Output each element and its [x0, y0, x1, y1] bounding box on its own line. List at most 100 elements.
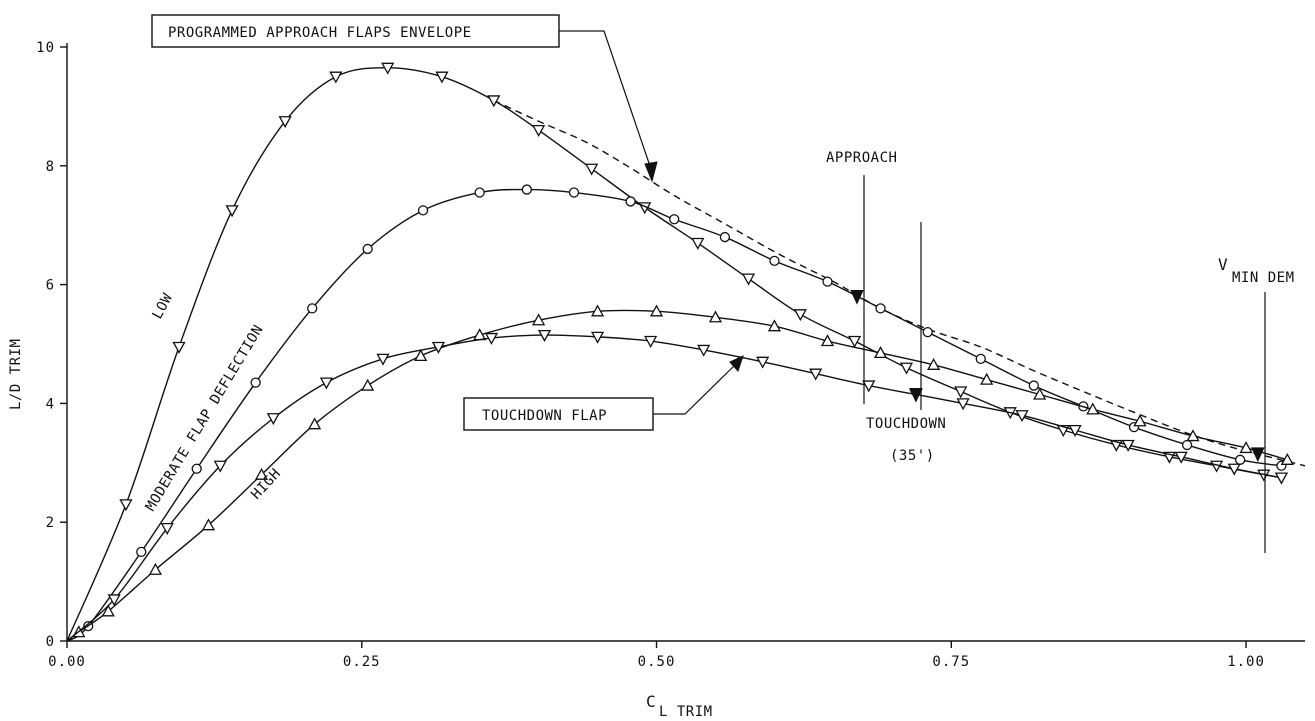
y-tick-label-3: 6 — [46, 278, 55, 294]
y-tick-label-2: 4 — [46, 396, 55, 412]
point-moderate-flap-deflection-16 — [875, 303, 886, 314]
point-high-4 — [201, 518, 216, 531]
condition-point-v — [1251, 447, 1265, 463]
point-touchdown-flap-13 — [756, 356, 770, 369]
point-high-6 — [308, 417, 322, 430]
touchdown-flap-box — [463, 397, 654, 431]
point-high-10 — [532, 313, 546, 326]
touchdown-flap-label: TOUCHDOWN FLAP — [482, 408, 607, 424]
point-moderate-flap-deflection-13 — [719, 231, 731, 243]
point-moderate-flap-deflection-14 — [769, 255, 780, 266]
point-moderate-flap-deflection-3 — [191, 463, 202, 474]
point-touchdown-flap-11 — [644, 335, 658, 348]
series-high — [66, 304, 1294, 642]
markers-layer — [850, 289, 1265, 463]
x-tick-label-3: 0.75 — [932, 654, 970, 670]
point-high-11 — [590, 304, 605, 317]
point-touchdown-flap-23 — [1274, 472, 1289, 485]
point-moderate-flap-deflection-23 — [1235, 454, 1246, 465]
low-curve-label: LOW — [149, 291, 176, 322]
point-touchdown-flap-4 — [266, 413, 280, 426]
point-low-15 — [848, 335, 862, 348]
series-moderate-flap-deflection — [66, 184, 1287, 642]
point-low-14 — [793, 309, 807, 322]
point-high-15 — [820, 334, 835, 347]
point-moderate-flap-deflection-7 — [417, 205, 429, 216]
point-high-2 — [101, 604, 115, 617]
point-moderate-flap-deflection-12 — [669, 214, 680, 225]
point-high-7 — [361, 378, 375, 391]
envelope-line — [493, 99, 1306, 467]
y-tick-label-1: 2 — [46, 515, 55, 531]
point-low-4 — [278, 116, 292, 129]
x-tick-label-0: 0.00 — [48, 654, 86, 670]
point-high-12 — [649, 304, 664, 317]
point-high-16 — [873, 346, 888, 359]
point-touchdown-flap-3 — [213, 460, 227, 473]
point-high-19 — [1033, 387, 1047, 400]
touchdown-flap-leader — [653, 363, 737, 415]
point-touchdown-flap-7 — [431, 341, 445, 354]
point-touchdown-flap-15 — [862, 380, 876, 393]
ticks: 0.00 0.25 0.50 0.75 1.00 0 2 4 6 8 10 — [36, 40, 1264, 670]
point-low-7 — [435, 71, 449, 84]
point-high-13 — [708, 310, 723, 323]
point-high-14 — [767, 319, 782, 332]
series-touchdown-flap — [66, 329, 1289, 642]
x-axis-label-sub: L TRIM — [659, 704, 713, 720]
point-touchdown-flap-18 — [1015, 410, 1029, 423]
point-high-5 — [254, 467, 269, 480]
x-tick-label-2: 0.50 — [638, 654, 676, 670]
point-moderate-flap-deflection-18 — [975, 353, 986, 365]
point-low-13 — [741, 273, 756, 286]
point-high-22 — [1186, 429, 1200, 442]
point-low-3 — [225, 205, 239, 218]
point-low-16 — [899, 362, 914, 375]
point-low-6 — [381, 62, 395, 75]
point-high-24 — [1280, 452, 1294, 465]
point-high-21 — [1133, 414, 1147, 427]
point-moderate-flap-deflection-4 — [250, 377, 261, 388]
point-touchdown-flap-19 — [1068, 424, 1082, 437]
point-low-2 — [172, 341, 186, 354]
point-moderate-flap-deflection-2 — [136, 546, 147, 558]
point-touchdown-flap-22 — [1227, 463, 1241, 476]
point-moderate-flap-deflection-15 — [822, 276, 833, 287]
point-touchdown-flap-2 — [160, 522, 174, 535]
point-moderate-flap-deflection-9 — [521, 184, 532, 195]
envelope-arrowhead — [644, 161, 658, 183]
point-moderate-flap-deflection-11 — [625, 196, 636, 207]
point-touchdown-flap-12 — [697, 344, 711, 357]
series-line-moderate-flap-deflection — [66, 188, 1282, 642]
point-low-17 — [954, 386, 968, 399]
point-low-10 — [585, 163, 599, 176]
point-touchdown-flap-5 — [319, 377, 333, 390]
point-touchdown-flap-21 — [1174, 451, 1188, 464]
point-high-20 — [1086, 402, 1100, 415]
point-high-17 — [927, 357, 941, 370]
high-curve-label: HIGH — [248, 466, 284, 503]
point-low-5 — [329, 71, 343, 84]
y-axis-label: L/D TRIM — [8, 339, 24, 410]
annotations-layer: PROGRAMMED APPROACH FLAPS ENVELOPE TOUCH… — [8, 14, 1294, 720]
point-moderate-flap-deflection-5 — [307, 303, 318, 314]
point-moderate-flap-deflection-17 — [922, 326, 933, 338]
point-high-8 — [414, 349, 428, 362]
point-low-12 — [691, 237, 705, 250]
point-high-3 — [148, 562, 163, 575]
point-high-23 — [1239, 441, 1253, 454]
condition-point-approach — [850, 289, 864, 305]
point-touchdown-flap-9 — [537, 329, 552, 342]
point-low-1 — [119, 499, 133, 512]
point-moderate-flap-deflection-6 — [362, 243, 373, 255]
vmin-label: V — [1218, 255, 1228, 274]
moderate-curve-label: MODERATE FLAP DEFLECTION — [143, 322, 267, 514]
point-touchdown-flap-10 — [590, 331, 605, 344]
point-moderate-flap-deflection-8 — [474, 187, 485, 198]
y-tick-label-0: 0 — [46, 634, 55, 650]
point-low-8 — [487, 95, 501, 108]
point-touchdown-flap-20 — [1121, 439, 1135, 452]
envelope-label: PROGRAMMED APPROACH FLAPS ENVELOPE — [168, 25, 472, 41]
point-touchdown-flap-17 — [956, 398, 970, 411]
